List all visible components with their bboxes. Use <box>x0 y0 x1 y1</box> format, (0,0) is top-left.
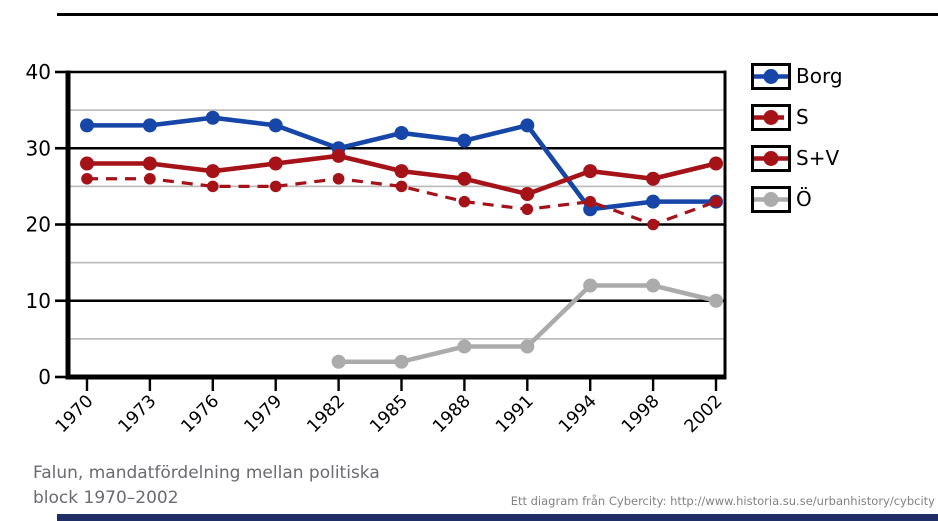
x-tick-label: 1991 <box>492 391 538 437</box>
data-point-s <box>207 180 219 193</box>
data-point-borg <box>394 126 409 140</box>
chart-caption-line1: Falun, mandatfördelning mellan politiska <box>33 463 380 483</box>
data-point-ö <box>394 354 409 369</box>
data-point-s <box>647 218 659 231</box>
legend-label: Ö <box>796 187 812 211</box>
y-tick-label: 0 <box>38 365 51 389</box>
data-point-s <box>332 172 345 185</box>
legend-marker-icon <box>751 186 791 213</box>
legend-label: S <box>796 105 809 129</box>
data-point-s+v <box>394 164 409 179</box>
legend-label: S+V <box>796 146 840 170</box>
chart-legend: Borg S S+V Ö <box>751 63 843 227</box>
series-line-s <box>87 177 717 227</box>
data-point-s+v <box>268 156 283 171</box>
chart-caption: Falun, mandatfördelning mellan politiska… <box>33 461 380 510</box>
legend-item-borg: Borg <box>751 63 843 90</box>
page-divider-bottom <box>57 514 938 521</box>
y-tick-label: 20 <box>26 213 51 237</box>
data-point-borg <box>205 110 220 125</box>
x-tick-label: 2002 <box>681 391 727 437</box>
legend-item-s: S <box>751 104 843 131</box>
data-point-s <box>458 195 471 208</box>
data-point-s <box>81 172 93 185</box>
x-tick-label: 1994 <box>555 391 601 437</box>
data-point-s+v <box>205 164 220 179</box>
data-point-ö <box>646 278 661 293</box>
data-point-s <box>710 195 722 208</box>
legend-item-s+v: S+V <box>751 145 843 172</box>
data-point-s <box>395 180 408 193</box>
data-point-s+v <box>520 187 535 201</box>
data-point-borg <box>520 118 535 133</box>
data-point-ö <box>709 293 723 308</box>
data-point-s <box>144 172 156 185</box>
page-divider-top <box>57 13 938 16</box>
data-point-borg <box>142 118 157 133</box>
chart-caption-line2: block 1970–2002 <box>33 487 179 508</box>
attribution-text: Ett diagram från Cybercity: http://www.h… <box>510 494 935 508</box>
legend-marker-icon <box>751 63 791 90</box>
data-point-ö <box>331 354 346 369</box>
y-tick-label: 30 <box>26 136 51 160</box>
x-tick-label: 1988 <box>429 391 475 437</box>
x-tick-label: 1979 <box>241 391 287 437</box>
x-tick-label: 1985 <box>366 391 412 437</box>
data-point-s+v <box>80 156 94 171</box>
data-point-s+v <box>331 148 346 163</box>
data-point-borg <box>268 118 283 133</box>
x-tick-label: 1982 <box>303 391 349 437</box>
data-point-s+v <box>709 156 723 171</box>
y-tick-label: 40 <box>26 60 51 84</box>
data-point-s+v <box>583 164 598 179</box>
data-point-ö <box>520 339 535 354</box>
x-tick-label: 1998 <box>618 391 664 437</box>
data-point-borg <box>80 118 94 133</box>
x-tick-label: 1976 <box>178 391 224 437</box>
data-point-s+v <box>142 156 157 171</box>
data-point-s <box>269 180 282 193</box>
x-tick-label: 1970 <box>52 391 98 437</box>
data-point-borg <box>457 133 472 148</box>
x-tick-label: 1973 <box>115 391 161 437</box>
data-point-borg <box>646 194 661 209</box>
data-point-s+v <box>646 171 661 186</box>
y-tick-label: 10 <box>26 289 51 313</box>
data-point-s <box>584 195 596 208</box>
legend-label: Borg <box>796 64 843 88</box>
data-point-s <box>521 203 534 216</box>
data-point-s+v <box>457 171 472 186</box>
line-chart: 0 10 20 30 40 1970 1973 1976 1979 1982 1985 1988 199… <box>26 60 727 437</box>
legend-item-ö: Ö <box>751 186 843 213</box>
legend-marker-icon <box>751 104 791 131</box>
data-point-ö <box>583 278 598 293</box>
legend-marker-icon <box>751 145 791 172</box>
data-point-ö <box>457 339 472 354</box>
